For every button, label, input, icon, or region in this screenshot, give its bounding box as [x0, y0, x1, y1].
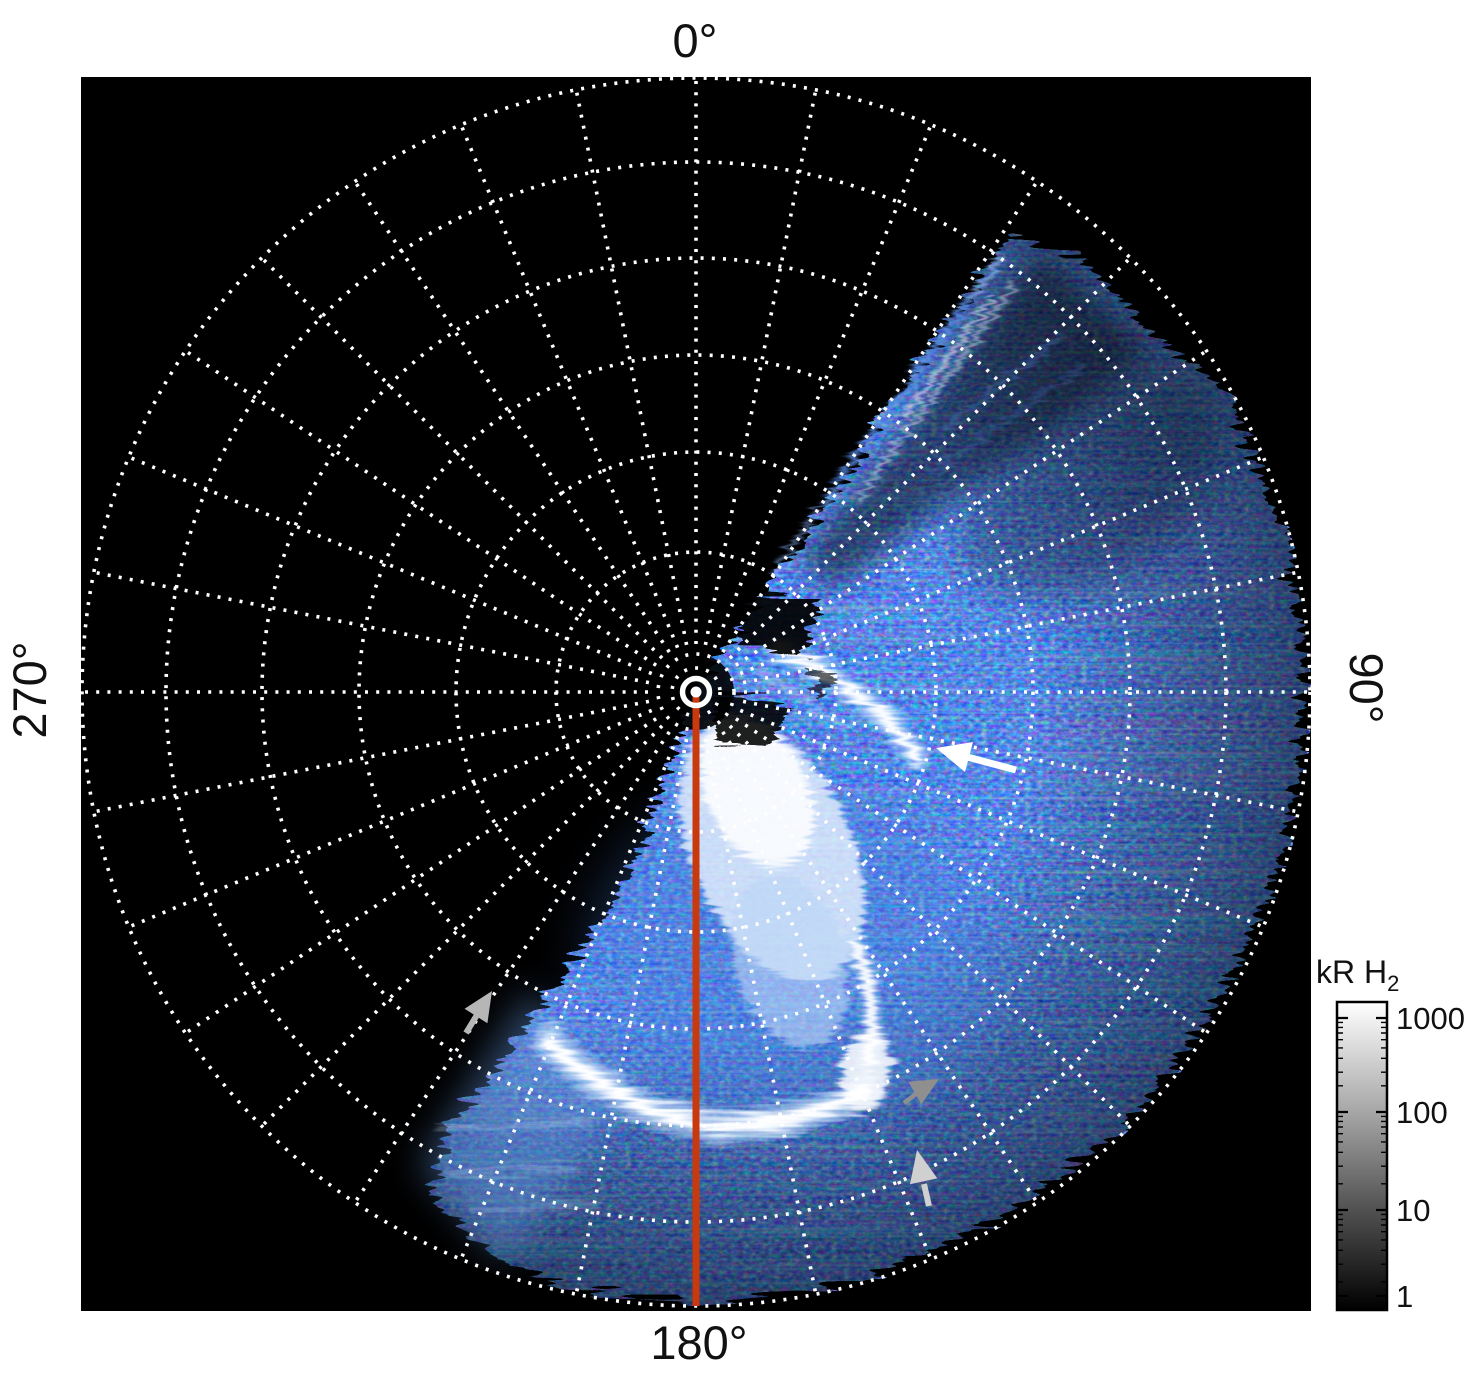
grid-ring — [670, 666, 722, 718]
colorbar-tick-1000: 1000 — [1396, 1001, 1465, 1036]
grid-radial-lines — [83, 79, 1309, 1305]
annotation-arrows — [463, 742, 1017, 1207]
fan-streak — [431, 1120, 587, 1130]
edge-streak — [938, 332, 1064, 434]
equatorward-arc-endblob — [839, 1032, 893, 1112]
dark-patch — [958, 361, 1222, 599]
poleward-arc-core — [774, 642, 921, 763]
medium-gray-arrow — [902, 1079, 939, 1105]
poleward-arc-secondary — [758, 669, 848, 732]
edge-streak — [854, 283, 1018, 503]
colorbar-title: kR H2 — [1316, 954, 1399, 996]
pole-ring — [679, 675, 713, 709]
white-arrow — [936, 742, 1017, 774]
angle-label-90: 90° — [1340, 652, 1393, 723]
colorbar-tick-1: 1 — [1396, 1279, 1413, 1314]
grid-ring — [656, 652, 736, 732]
colorbar-major-ticks — [1338, 1016, 1386, 1298]
light-gray-arrow — [463, 991, 492, 1035]
colorbar-tick-10: 10 — [1396, 1193, 1430, 1228]
angle-label-270: 270° — [3, 641, 56, 738]
grid-ring — [260, 256, 1132, 1128]
colorbar-minor-ticks — [1338, 1021, 1386, 1283]
dark-bites — [712, 588, 838, 748]
edge-streak — [900, 295, 995, 422]
fan-streak — [444, 1166, 576, 1174]
colorbar-title-subscript: 2 — [1387, 971, 1399, 996]
diffuse-patch-core — [700, 716, 814, 868]
edge-streak — [926, 366, 1084, 476]
equatorward-arc-core — [544, 1037, 869, 1131]
pole-dot — [690, 686, 702, 698]
angle-label-0: 0° — [673, 14, 718, 67]
bright-features — [431, 254, 1084, 1212]
fan-streak — [469, 1202, 601, 1212]
diffuse-patch-tail — [731, 871, 849, 1049]
colorbar-tick-100: 100 — [1396, 1095, 1448, 1130]
colorbar-title-main: kR H — [1316, 954, 1387, 990]
dark-wedge — [801, 251, 1151, 590]
angle-label-180: 180° — [650, 1316, 747, 1369]
pale-gray-arrow — [910, 1150, 938, 1207]
colorbar-gradient — [1335, 1000, 1389, 1312]
colorbar: kR H2 1000 100 10 1 — [1316, 954, 1465, 1314]
